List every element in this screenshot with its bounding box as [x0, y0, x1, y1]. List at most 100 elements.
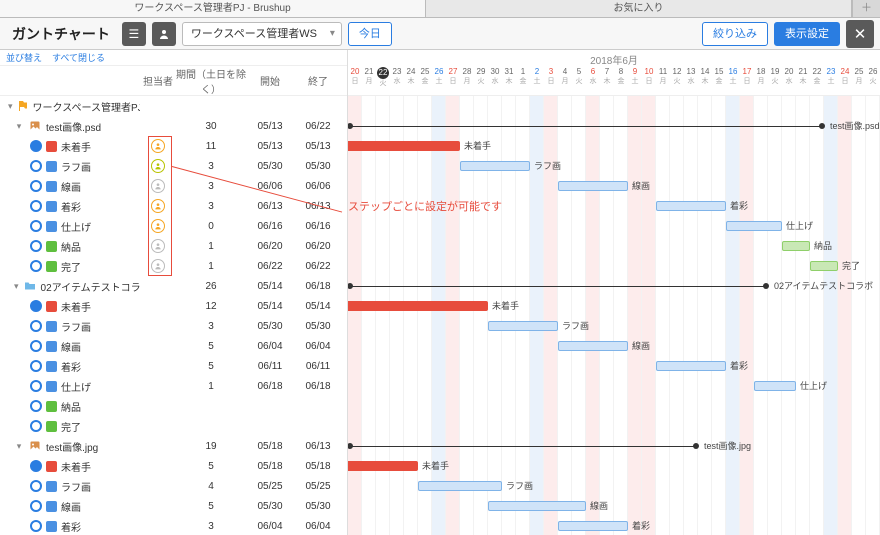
task-group-row[interactable]: ▾test画像.psd3005/1306/22 [0, 116, 347, 136]
period-value: 1 [176, 261, 246, 272]
assignee-avatar[interactable] [151, 239, 165, 253]
assignee-avatar[interactable] [151, 159, 165, 173]
task-step-row[interactable]: 着彩506/1106/11 [0, 356, 347, 376]
task-group-row[interactable]: ▾02アイテムテストコラボ2605/1406/18 [0, 276, 347, 296]
end-date: 06/13 [294, 441, 342, 452]
today-button[interactable]: 今日 [348, 22, 392, 46]
status-radio[interactable] [30, 260, 42, 272]
refine-button[interactable]: 絞り込み [702, 22, 768, 46]
workspace-select[interactable]: ワークスペース管理者WS [182, 22, 342, 46]
status-radio[interactable] [30, 500, 42, 512]
gantt-bar[interactable] [488, 501, 586, 511]
task-step-row[interactable]: 納品106/2006/20 [0, 236, 347, 256]
gantt-bar[interactable] [782, 241, 810, 251]
status-radio[interactable] [30, 480, 42, 492]
status-radio[interactable] [30, 400, 42, 412]
status-radio[interactable] [30, 420, 42, 432]
task-step-row[interactable]: 納品 [0, 396, 347, 416]
task-step-row[interactable]: 線画506/0406/04 [0, 336, 347, 356]
gantt-bar[interactable] [558, 341, 628, 351]
status-radio[interactable] [30, 360, 42, 372]
task-step-row[interactable]: 完了106/2206/22 [0, 256, 347, 276]
task-step-row[interactable]: 完了 [0, 416, 347, 436]
bar-label: 着彩 [730, 359, 748, 372]
summary-bar[interactable] [348, 126, 824, 127]
gantt-bar[interactable] [488, 321, 558, 331]
assignee-avatar[interactable] [151, 259, 165, 273]
day-cell: 24日 [838, 65, 852, 95]
task-step-row[interactable]: 着彩306/0406/04 [0, 516, 347, 535]
status-radio[interactable] [30, 220, 42, 232]
day-cell: 1金 [516, 65, 530, 95]
gantt-bar[interactable] [558, 521, 628, 531]
gantt-bar[interactable] [348, 461, 418, 471]
status-radio[interactable] [30, 200, 42, 212]
period-value: 3 [176, 521, 246, 532]
task-step-row[interactable]: 未着手1205/1405/14 [0, 296, 347, 316]
status-radio[interactable] [30, 160, 42, 172]
task-step-row[interactable]: 仕上げ006/1606/16 [0, 216, 347, 236]
view-mode-user-icon[interactable] [152, 22, 176, 46]
bar-label: 仕上げ [800, 379, 827, 392]
tab-current[interactable]: ワークスペース管理者PJ - Brushup [0, 0, 426, 17]
chevron-down-icon[interactable]: ▾ [14, 441, 24, 452]
bar-label: 着彩 [730, 199, 748, 212]
color-swatch [46, 241, 57, 252]
sort-link[interactable]: 並び替え [6, 51, 42, 64]
display-settings-button[interactable]: 表示設定 [774, 22, 840, 46]
status-radio[interactable] [30, 460, 42, 472]
tab-add[interactable]: ＋ [852, 0, 880, 17]
tab-favorites[interactable]: お気に入り [426, 0, 852, 17]
status-radio[interactable] [30, 380, 42, 392]
gantt-bar[interactable] [656, 361, 726, 371]
gantt-bar[interactable] [348, 301, 488, 311]
status-radio[interactable] [30, 300, 42, 312]
task-step-row[interactable]: ラフ画405/2505/25 [0, 476, 347, 496]
day-cell: 26土 [432, 65, 446, 95]
status-radio[interactable] [30, 320, 42, 332]
task-step-row[interactable]: 線画306/0606/06 [0, 176, 347, 196]
status-radio[interactable] [30, 340, 42, 352]
gantt-bar[interactable] [726, 221, 782, 231]
status-radio[interactable] [30, 180, 42, 192]
status-radio[interactable] [30, 520, 42, 532]
assignee-avatar[interactable] [151, 179, 165, 193]
close-button[interactable]: ✕ [846, 20, 874, 48]
gantt-bar[interactable] [460, 161, 530, 171]
task-group-row[interactable]: ▾test画像.jpg1905/1806/13 [0, 436, 347, 456]
collapse-all-link[interactable]: すべて閉じる [52, 51, 105, 64]
summary-bar[interactable] [348, 286, 768, 287]
start-date: 05/30 [246, 501, 294, 512]
task-step-row[interactable]: ラフ画305/3005/30 [0, 316, 347, 336]
bar-label: 未着手 [492, 299, 519, 312]
assignee-avatar[interactable] [151, 199, 165, 213]
gantt-bar[interactable] [810, 261, 838, 271]
chevron-down-icon[interactable]: ▾ [14, 121, 24, 132]
summary-bar[interactable] [348, 446, 698, 447]
period-value: 0 [176, 221, 246, 232]
chevron-down-icon[interactable]: ▾ [14, 281, 19, 292]
gantt-bar[interactable] [558, 181, 628, 191]
start-date: 05/25 [246, 481, 294, 492]
gantt-bar[interactable] [348, 141, 460, 151]
task-step-row[interactable]: 仕上げ106/1806/18 [0, 376, 347, 396]
gantt-bar[interactable] [754, 381, 796, 391]
assignee-avatar[interactable] [151, 139, 165, 153]
bar-label: 納品 [814, 239, 832, 252]
task-tree: ▾ ワークスペース管理者PJ ▾test画像.psd3005/1306/22未着… [0, 96, 347, 535]
day-cell: 22金 [810, 65, 824, 95]
color-swatch [46, 421, 57, 432]
gantt-bar[interactable] [418, 481, 502, 491]
assignee-avatar[interactable] [151, 219, 165, 233]
task-step-row[interactable]: 線画505/3005/30 [0, 496, 347, 516]
view-mode-list-icon[interactable]: ☰ [122, 22, 146, 46]
chevron-down-icon[interactable]: ▾ [8, 101, 13, 112]
day-cell: 9土 [628, 65, 642, 95]
task-label: 未着手 [61, 139, 91, 154]
status-radio[interactable] [30, 240, 42, 252]
task-step-row[interactable]: 未着手505/1805/18 [0, 456, 347, 476]
status-radio[interactable] [30, 140, 42, 152]
task-step-row[interactable]: 未着手1105/1305/13 [0, 136, 347, 156]
column-headers: 担当者 期間（土日を除く） 開始 終了 [0, 66, 347, 96]
gantt-bar[interactable] [656, 201, 726, 211]
